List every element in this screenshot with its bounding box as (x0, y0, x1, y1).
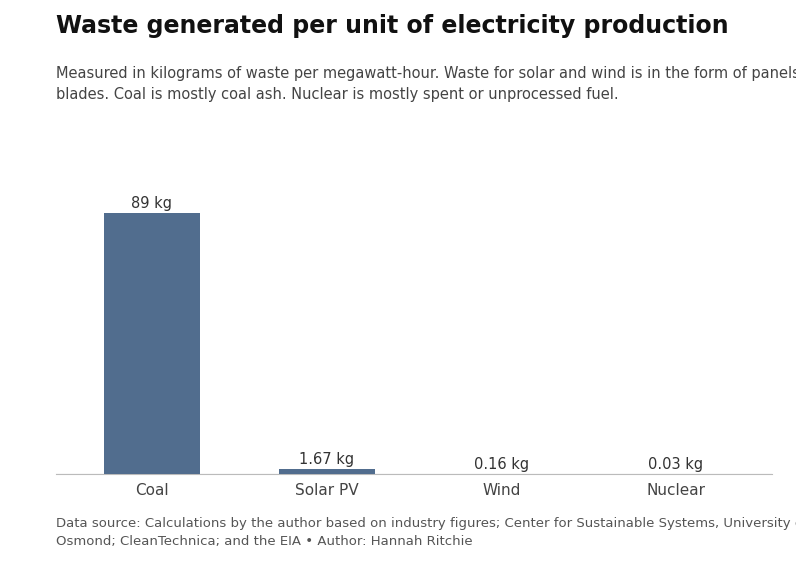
Text: Measured in kilograms of waste per megawatt-hour. Waste for solar and wind is in: Measured in kilograms of waste per megaw… (56, 66, 796, 102)
Text: Data source: Calculations by the author based on industry figures; Center for Su: Data source: Calculations by the author … (56, 518, 796, 548)
Text: 0.03 kg: 0.03 kg (649, 457, 704, 472)
Text: 89 kg: 89 kg (131, 196, 172, 211)
Text: 0.16 kg: 0.16 kg (474, 457, 529, 472)
Text: Waste generated per unit of electricity production: Waste generated per unit of electricity … (56, 14, 728, 39)
Text: 1.67 kg: 1.67 kg (299, 453, 354, 467)
Bar (279, 469, 375, 474)
Bar (103, 213, 200, 474)
